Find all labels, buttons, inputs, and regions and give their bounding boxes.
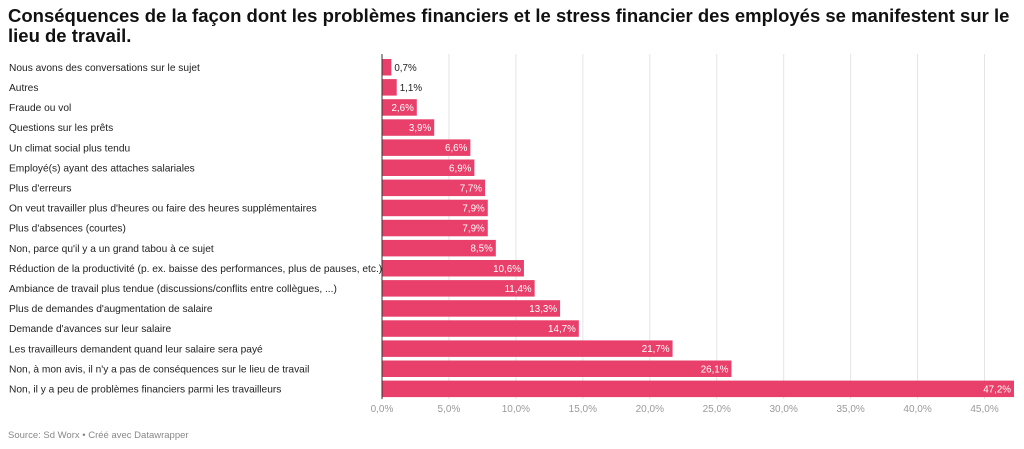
bar	[382, 380, 1014, 398]
x-tick-label: 10,0%	[502, 404, 530, 415]
bar	[382, 300, 561, 317]
category-label: Fraude ou vol	[9, 103, 71, 114]
category-label: Plus d'erreurs	[9, 183, 72, 194]
bar	[382, 260, 524, 277]
value-label: 3,9%	[409, 123, 432, 134]
category-label: Non, parce qu'il y a un grand tabou à ce…	[9, 244, 214, 255]
bar	[382, 199, 488, 217]
category-label: Non, il y a peu de problèmes financiers …	[9, 384, 281, 395]
x-tick-label: 0,0%	[371, 404, 394, 415]
bar	[382, 320, 579, 337]
x-tick-label: 35,0%	[836, 404, 864, 415]
category-label: Questions sur les prêts	[9, 123, 113, 134]
bar	[382, 179, 486, 197]
value-label: 7,9%	[462, 203, 485, 214]
bar	[382, 360, 732, 377]
category-label: Réduction de la productivité (p. ex. bai…	[9, 264, 382, 275]
category-label: Autres	[9, 83, 38, 94]
bar	[382, 280, 535, 297]
value-label: 1,1%	[400, 83, 423, 94]
x-tick-label: 40,0%	[903, 404, 931, 415]
value-label: 14,7%	[548, 324, 576, 335]
bar	[382, 99, 417, 116]
category-label: Employé(s) ayant des attaches salariales	[9, 163, 195, 174]
bar	[382, 219, 488, 237]
bar	[382, 79, 397, 96]
category-label: Plus de demandes d'augmentation de salai…	[9, 304, 213, 315]
category-label: Ambiance de travail plus tendue (discuss…	[9, 284, 337, 295]
value-label: 7,9%	[462, 224, 485, 235]
value-label: 11,4%	[505, 284, 532, 295]
bar	[382, 59, 392, 76]
value-label: 0,7%	[394, 63, 417, 74]
category-label: Les travailleurs demandent quand leur sa…	[9, 344, 263, 355]
x-tick-label: 45,0%	[970, 404, 998, 415]
value-label: 13,3%	[529, 304, 557, 315]
category-label: Plus d'absences (courtes)	[9, 224, 126, 235]
category-label: On veut travailler plus d'heures ou fair…	[9, 204, 317, 215]
category-label: Nous avons des conversations sur le suje…	[9, 63, 200, 74]
bar	[382, 159, 475, 176]
category-label: Non, à mon avis, il n'y a pas de conséqu…	[9, 364, 309, 375]
x-tick-label: 20,0%	[636, 404, 664, 415]
bar	[382, 119, 435, 136]
x-tick-label: 15,0%	[569, 404, 597, 415]
value-label: 26,1%	[701, 364, 729, 375]
value-label: 6,9%	[449, 163, 472, 174]
category-label: Un climat social plus tendu	[9, 143, 130, 154]
value-label: 8,5%	[470, 244, 493, 255]
value-label: 2,6%	[391, 103, 414, 114]
category-label: Demande d'avances sur leur salaire	[9, 324, 172, 335]
chart-title: Conséquences de la façon dont les problè…	[8, 5, 1010, 46]
value-label: 21,7%	[642, 344, 670, 355]
value-label: 10,6%	[493, 264, 521, 275]
bar	[382, 239, 496, 257]
x-tick-label: 30,0%	[770, 404, 798, 415]
value-label: 6,6%	[445, 143, 468, 154]
value-label: 7,7%	[460, 183, 483, 194]
bar	[382, 340, 673, 357]
bar	[382, 139, 471, 156]
x-tick-label: 5,0%	[438, 404, 461, 415]
source-footer: Source: Sd Worx • Créé avec Datawrapper	[8, 430, 189, 441]
x-tick-label: 25,0%	[703, 404, 731, 415]
value-label: 47,2%	[983, 384, 1011, 395]
